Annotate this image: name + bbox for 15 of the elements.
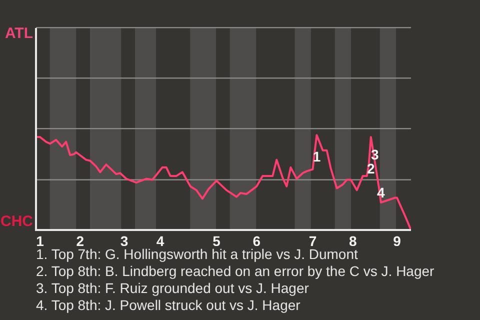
text: 4. Top 8th: J. Powell struck out vs J. Hager	[36, 297, 302, 314]
x-tick-label: 2	[76, 232, 84, 249]
x-tick-label: 8	[348, 232, 357, 249]
text: 3. Top 8th: F. Ruiz grounded out vs J. Hager	[36, 280, 310, 297]
x-tick-label: 5	[212, 232, 221, 249]
text: 1. Top 7th: G. Hollingsworth hit a triple vs J. Dumont	[36, 246, 358, 262]
x-tick-label: 3	[120, 232, 128, 249]
text: 2. Top 8th: B. Lindberg reached on an error by the C vs J. Hager	[36, 263, 434, 280]
text: ATL	[4, 25, 33, 43]
x-tick-label: 6	[252, 232, 261, 249]
x-tick-label: 9	[393, 232, 402, 249]
x-tick-label: 4	[156, 232, 164, 249]
x-tick-label: 1	[36, 232, 44, 249]
text: CHC	[0, 213, 33, 231]
x-tick-label: 7	[308, 232, 317, 249]
